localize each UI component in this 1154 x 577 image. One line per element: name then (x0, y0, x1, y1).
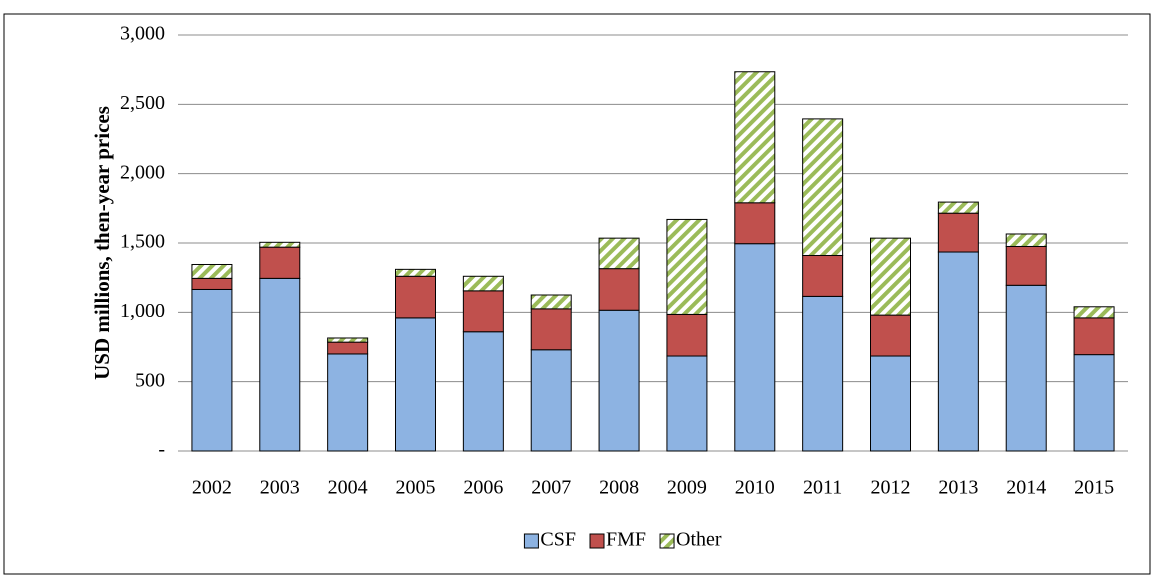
bar-segment (327, 353, 369, 452)
bar-segment (395, 268, 436, 277)
bar-segment (666, 218, 708, 315)
x-tick-label: 2004 (328, 477, 368, 499)
bar-segment (937, 251, 979, 452)
x-tick-label: 2015 (1074, 477, 1114, 499)
bar-segment (259, 246, 301, 279)
bar-segment (802, 254, 844, 297)
y-tick-label: 2,000 (120, 161, 165, 183)
bar-segment (802, 118, 844, 256)
bar-segment (598, 309, 640, 452)
x-tick-label: 2012 (871, 477, 911, 499)
bar-segment (327, 341, 369, 355)
bar-segment (191, 263, 233, 279)
x-tick-label: 2006 (463, 477, 503, 499)
bar-segment (395, 275, 436, 319)
y-tick-label: 1,000 (120, 300, 165, 322)
bar-segment (937, 201, 979, 214)
bar-segment (530, 349, 572, 452)
bar-segment (191, 277, 233, 290)
legend-swatch (659, 533, 675, 549)
y-tick-label: - (158, 439, 165, 461)
x-tick-label: 2002 (192, 477, 232, 499)
y-tick-label: 3,000 (120, 23, 165, 45)
bar-segment (734, 243, 776, 452)
bar-segment (1073, 354, 1115, 452)
y-axis-label: USD millions, then-year prices (90, 106, 114, 380)
x-tick-label: 2011 (803, 477, 842, 499)
legend-label: FMF (606, 529, 646, 551)
x-tick-label: 2009 (667, 477, 707, 499)
y-tick-label: 2,500 (120, 92, 165, 114)
bar-segment (598, 268, 640, 311)
x-tick-label: 2003 (260, 477, 300, 499)
bar-segment (1005, 245, 1047, 286)
x-tick-label: 2013 (938, 477, 978, 499)
legend-label: CSF (540, 529, 576, 551)
bar-segment (666, 355, 708, 452)
bar-segment (1073, 306, 1115, 319)
bar-segment (1073, 317, 1115, 356)
bar-segment (1005, 233, 1047, 247)
bar-segment (870, 355, 911, 452)
bar-segment (666, 313, 708, 357)
bar-segment (259, 277, 301, 452)
bar-segment (462, 290, 504, 333)
bar-segment (870, 314, 911, 357)
bar-segment (191, 288, 233, 452)
bar-segment (734, 71, 776, 204)
legend-label: Other (676, 529, 722, 551)
bar-segment (937, 212, 979, 253)
x-tick-label: 2007 (531, 477, 571, 499)
x-tick-label: 2008 (599, 477, 639, 499)
legend-swatch (523, 533, 539, 549)
y-tick-label: 1,500 (120, 231, 165, 253)
bar-segment (1005, 284, 1047, 452)
bar-segment (530, 308, 572, 351)
bar-segment (462, 331, 504, 452)
y-tick-label: 500 (135, 369, 165, 391)
x-tick-label: 2014 (1006, 477, 1046, 499)
x-tick-label: 2005 (396, 477, 436, 499)
bar-segment (327, 337, 369, 343)
bar-segment (598, 237, 640, 270)
bar-segment (259, 241, 301, 248)
bar-segment (530, 294, 572, 310)
bar-segment (734, 202, 776, 245)
bar-segment (802, 295, 844, 452)
legend-swatch (589, 533, 605, 549)
x-tick-label: 2010 (735, 477, 775, 499)
bar-segment (462, 275, 504, 292)
bar-segment (870, 237, 911, 316)
bar-segment (395, 317, 436, 452)
